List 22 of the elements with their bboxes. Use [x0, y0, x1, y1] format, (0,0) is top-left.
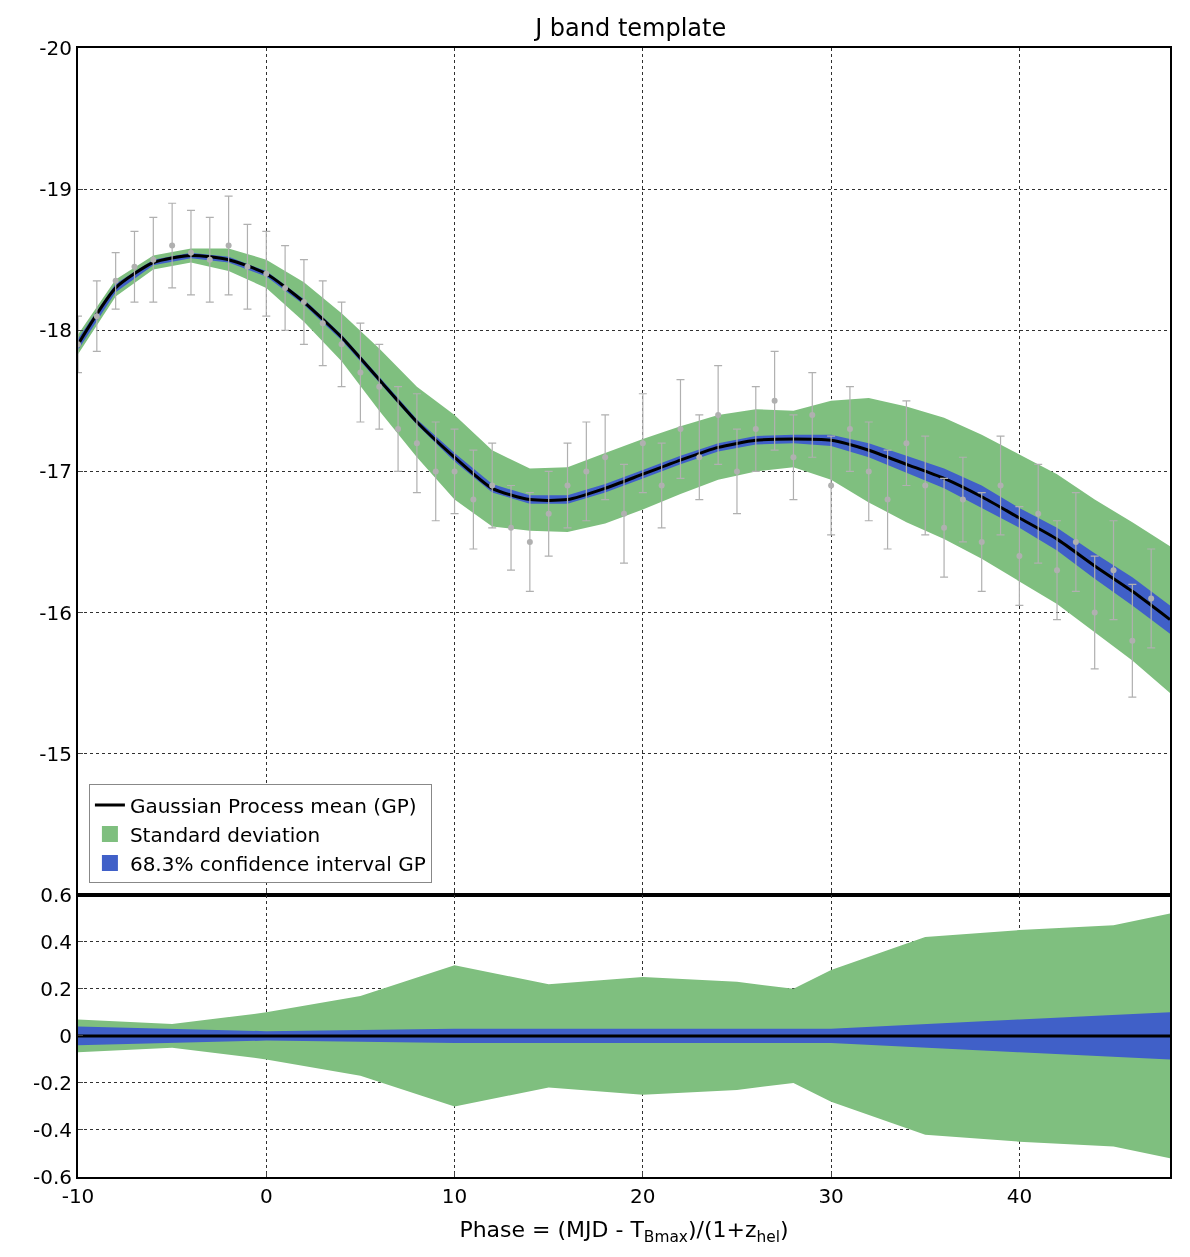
- x-tick-label: 10: [441, 1184, 468, 1208]
- y-tick-label: -17: [39, 459, 72, 484]
- y-tick-label: 0.6: [40, 882, 72, 907]
- x-tick-label: 20: [630, 1184, 656, 1208]
- x-tick-label: 30: [818, 1184, 844, 1208]
- legend-label: Standard deviation: [129, 822, 321, 847]
- y-tick-label: 0.2: [40, 976, 72, 1001]
- x-tick-label: 0: [259, 1184, 273, 1208]
- y-tick-label: -0.4: [32, 1117, 72, 1142]
- legend-label: Gaussian Process mean (GP): [129, 793, 417, 818]
- y-tick-label: -20: [39, 36, 72, 60]
- y-tick-label: -16: [39, 600, 72, 625]
- y-tick-label: -19: [39, 177, 72, 202]
- chart-title: J band template: [533, 13, 727, 42]
- y-tick-label: -0.2: [32, 1070, 72, 1095]
- legend-label: 68.3% confidence interval GP: [129, 851, 426, 876]
- y-tick-label: 0: [59, 1023, 72, 1048]
- y-tick-label: 0.4: [40, 929, 72, 954]
- y-tick-label: -18: [39, 318, 72, 343]
- y-tick-label: -15: [39, 741, 72, 766]
- x-tick-label: 40: [1006, 1184, 1033, 1208]
- x-axis-title: Phase = (MJD - T$_{Bmax}$)/(1+z$_{hel}$): [459, 1217, 789, 1247]
